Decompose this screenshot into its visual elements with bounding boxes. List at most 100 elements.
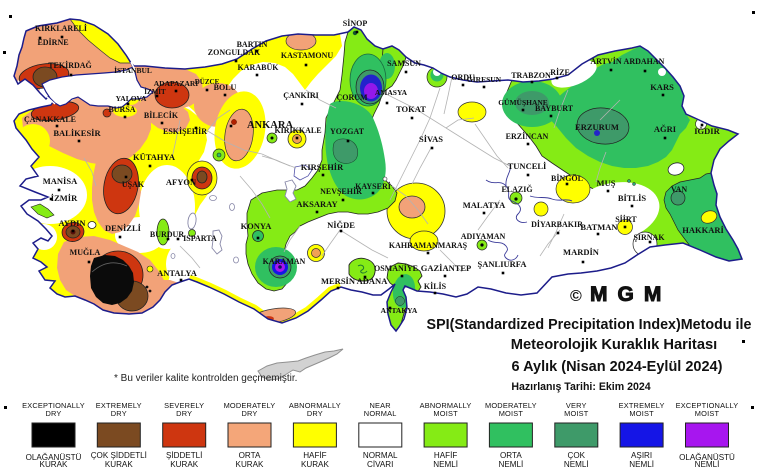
svg-text:GÜMÜŞHANE: GÜMÜŞHANE xyxy=(498,98,548,107)
svg-text:TUNCELİ: TUNCELİ xyxy=(508,161,547,171)
svg-text:DENİZLİ: DENİZLİ xyxy=(105,223,142,233)
svg-text:GİRESUN: GİRESUN xyxy=(467,74,502,84)
svg-text:Meteorolojik Kuraklık Haritası: Meteorolojik Kuraklık Haritası xyxy=(511,337,718,353)
svg-text:HAKKARİ: HAKKARİ xyxy=(682,225,724,235)
svg-text:KÜTAHYA: KÜTAHYA xyxy=(133,152,176,162)
svg-text:BATMAN: BATMAN xyxy=(580,222,618,232)
svg-text:DİYARBAKIR: DİYARBAKIR xyxy=(531,219,583,229)
svg-text:BURSA: BURSA xyxy=(108,105,135,114)
svg-text:DRY: DRY xyxy=(111,409,127,418)
svg-text:KİLİS: KİLİS xyxy=(424,281,447,291)
svg-text:HAFİF: HAFİF xyxy=(303,451,326,460)
svg-text:MOIST: MOIST xyxy=(499,409,524,418)
svg-text:MARDİN: MARDİN xyxy=(563,247,600,257)
svg-text:ŞİDDETLİ: ŞİDDETLİ xyxy=(166,451,202,460)
svg-text:EXCEPTIONALLY: EXCEPTIONALLY xyxy=(676,401,739,410)
svg-text:ELAZIĞ: ELAZIĞ xyxy=(501,184,532,194)
svg-text:AFYON: AFYON xyxy=(166,177,197,187)
svg-text:KIRŞEHİR: KIRŞEHİR xyxy=(301,162,344,172)
svg-text:ABNORMALLY: ABNORMALLY xyxy=(289,401,341,410)
svg-text:ARDAHAN: ARDAHAN xyxy=(624,57,665,66)
svg-text:ANKARA: ANKARA xyxy=(247,120,293,131)
svg-text:ŞANLIURFA: ŞANLIURFA xyxy=(478,259,528,269)
svg-text:OSMANİYE: OSMANİYE xyxy=(374,263,418,273)
svg-text:BALİKESİR: BALİKESİR xyxy=(53,128,101,138)
svg-text:BİNGÖL: BİNGÖL xyxy=(551,173,583,183)
svg-text:NEMLİ: NEMLİ xyxy=(695,460,720,469)
svg-text:6 Aylık (Nisan 2024-Eylül 2024: 6 Aylık (Nisan 2024-Eylül 2024) xyxy=(512,359,723,375)
svg-text:ZONGULDAK: ZONGULDAK xyxy=(208,48,261,57)
svg-text:RİZE: RİZE xyxy=(550,67,570,77)
svg-text:ADAPAZARI: ADAPAZARI xyxy=(154,79,199,88)
svg-text:KARS: KARS xyxy=(650,82,674,92)
svg-text:NEMLİ: NEMLİ xyxy=(499,460,524,469)
svg-text:MODERATELY: MODERATELY xyxy=(224,401,276,410)
svg-text:KURAK: KURAK xyxy=(40,460,68,469)
svg-text:ABNORMALLY: ABNORMALLY xyxy=(420,401,472,410)
svg-text:DRY: DRY xyxy=(45,409,61,418)
svg-text:İSTANBUL: İSTANBUL xyxy=(114,65,152,75)
svg-text:DRY: DRY xyxy=(176,409,192,418)
svg-text:* Bu veriler kalite kontrolden: * Bu veriler kalite kontrolden geçmemişt… xyxy=(114,373,297,384)
svg-text:MOIST: MOIST xyxy=(695,409,720,418)
svg-text:SİNOP: SİNOP xyxy=(343,18,368,28)
svg-text:ADANA: ADANA xyxy=(357,276,389,286)
svg-text:MALATYA: MALATYA xyxy=(463,200,506,210)
svg-text:ORDU: ORDU xyxy=(451,73,475,82)
svg-text:BAYBURT: BAYBURT xyxy=(535,104,574,113)
svg-text:KARAMAN: KARAMAN xyxy=(263,257,306,266)
svg-text:BARTIN: BARTIN xyxy=(237,40,268,49)
svg-text:KIRIKKALE: KIRIKKALE xyxy=(274,126,321,135)
svg-text:MUŞ: MUŞ xyxy=(597,178,616,188)
svg-text:KARABÜK: KARABÜK xyxy=(238,63,280,72)
svg-text:CİVARI: CİVARI xyxy=(367,460,393,469)
svg-text:MGM: MGM xyxy=(590,283,671,306)
svg-text:ERZURUM: ERZURUM xyxy=(575,122,619,132)
svg-text:VERY: VERY xyxy=(566,401,587,410)
svg-text:KASTAMONU: KASTAMONU xyxy=(281,51,334,60)
svg-text:KIRKLARELİ: KIRKLARELİ xyxy=(35,23,87,33)
svg-text:ANTAKYA: ANTAKYA xyxy=(381,306,418,315)
svg-text:NEMLİ: NEMLİ xyxy=(433,460,458,469)
svg-text:SAMSUN: SAMSUN xyxy=(387,59,421,68)
svg-text:ÇORUM: ÇORUM xyxy=(336,93,368,102)
svg-text:ISPARTA: ISPARTA xyxy=(183,234,217,243)
svg-text:TOKAT: TOKAT xyxy=(396,104,426,114)
svg-text:VAN: VAN xyxy=(671,185,688,194)
svg-text:DRY: DRY xyxy=(241,409,257,418)
svg-text:BURDUR: BURDUR xyxy=(150,230,184,239)
svg-text:AKSARAY: AKSARAY xyxy=(296,199,337,209)
svg-text:BİLECİK: BİLECİK xyxy=(144,110,179,120)
svg-text:KONYA: KONYA xyxy=(241,221,273,231)
svg-text:YALOVA: YALOVA xyxy=(116,94,147,103)
svg-text:TEKİRDAĞ: TEKİRDAĞ xyxy=(48,60,92,70)
svg-text:ADIYAMAN: ADIYAMAN xyxy=(461,232,506,241)
svg-text:KURAK: KURAK xyxy=(236,460,264,469)
svg-text:UŞAK: UŞAK xyxy=(122,180,145,189)
svg-text:ŞIRNAK: ŞIRNAK xyxy=(633,233,665,242)
svg-text:EXTREMELY: EXTREMELY xyxy=(619,401,665,410)
svg-text:BOLU: BOLU xyxy=(214,83,237,92)
svg-text:MOIST: MOIST xyxy=(629,409,654,418)
svg-text:MUĞLA: MUĞLA xyxy=(70,247,101,257)
svg-text:MANİSA: MANİSA xyxy=(43,176,78,186)
svg-text:SPI(Standardized Precipitation: SPI(Standardized Precipitation Index)Met… xyxy=(427,317,752,333)
svg-text:İZMİR: İZMİR xyxy=(51,193,78,203)
svg-text:AŞIRI: AŞIRI xyxy=(631,451,652,460)
svg-text:ANTALYA: ANTALYA xyxy=(157,268,198,278)
svg-text:İZMİT: İZMİT xyxy=(144,88,166,96)
svg-text:ORTA: ORTA xyxy=(500,451,522,460)
svg-text:SEVERELY: SEVERELY xyxy=(164,401,204,410)
svg-text:SİVAS: SİVAS xyxy=(419,134,443,144)
svg-text:KAHRAMANMARAŞ: KAHRAMANMARAŞ xyxy=(389,241,468,250)
svg-text:OLAĞANÜSTÜ: OLAĞANÜSTÜ xyxy=(26,453,82,462)
svg-text:SİİRT: SİİRT xyxy=(615,214,637,224)
svg-text:MOIST: MOIST xyxy=(564,409,589,418)
svg-text:EXTREMELY: EXTREMELY xyxy=(96,401,142,410)
svg-text:KAYSERİ: KAYSERİ xyxy=(355,181,391,191)
svg-text:KURAK: KURAK xyxy=(301,460,329,469)
svg-text:KURAK: KURAK xyxy=(170,460,198,469)
svg-text:MOIST: MOIST xyxy=(433,409,458,418)
svg-text:ÇANAKKALE: ÇANAKKALE xyxy=(24,115,76,124)
svg-text:DÜZCE: DÜZCE xyxy=(195,78,220,86)
